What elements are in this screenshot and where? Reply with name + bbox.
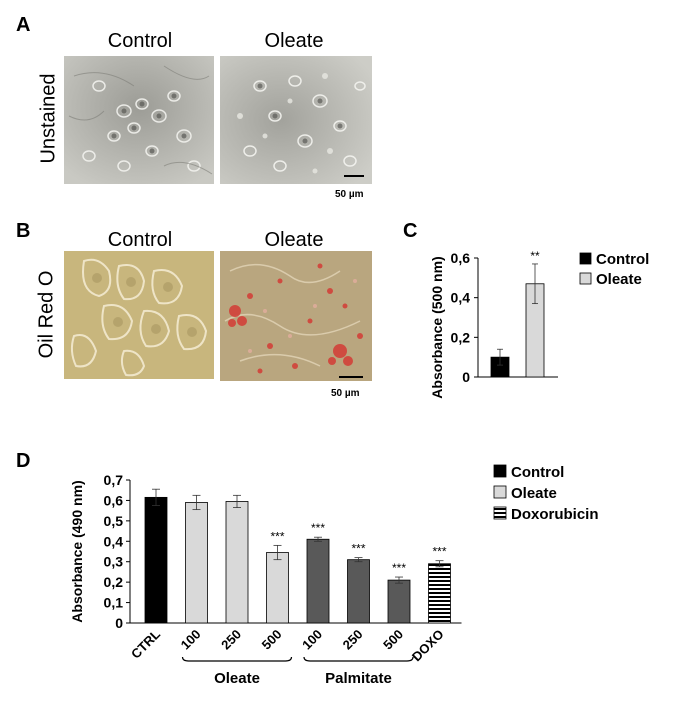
chart-d-legend-swatch — [493, 485, 507, 499]
chart-d-legend-label: Control — [511, 464, 564, 481]
chart-d-x-tick-label: 500 — [259, 627, 285, 653]
chart-d-y-tick-label: 0,5 — [104, 513, 124, 529]
chart-d-group-bracket — [181, 656, 293, 662]
chart-c-y-tick-label: 0 — [462, 369, 470, 385]
chart-d-significance: *** — [351, 542, 365, 556]
panel-b-scale-label: 50 µm — [331, 388, 360, 399]
chart-d-significance: *** — [270, 529, 284, 543]
chart-c-y-axis-label: Absorbance (500 nm) — [429, 256, 445, 398]
panel-a-scale-bar — [344, 175, 364, 177]
chart-c-significance: ** — [530, 249, 540, 263]
chart-d-bar — [266, 552, 289, 624]
chart-d-significance: *** — [432, 545, 446, 559]
chart-d-group-bracket — [303, 656, 414, 662]
chart-d-bar — [306, 538, 330, 624]
chart-c-legend-swatch — [579, 252, 592, 265]
chart-d-x-tick-label: 250 — [340, 627, 366, 653]
panel-b-micrograph-oleate — [220, 251, 372, 381]
chart-d-y-tick-label: 0 — [115, 615, 123, 631]
chart-d-x-tick-label: 250 — [218, 627, 244, 653]
chart-c-y-tick-label: 0,6 — [451, 250, 471, 266]
chart-d-y-tick-label: 0,6 — [104, 492, 124, 508]
chart-d-bar — [428, 563, 451, 624]
chart-c-legend-label: Control — [596, 251, 649, 268]
chart-d-group-label: Oleate — [214, 670, 260, 687]
panel-b-letter: B — [16, 220, 31, 242]
panel-a-micrograph-oleate — [220, 56, 372, 184]
chart-c-y-tick-label: 0,4 — [451, 290, 471, 306]
panel-b-scale-bar — [339, 376, 363, 378]
panel-b-micrograph-control — [64, 251, 214, 379]
panel-b-side-label: Oil Red O — [35, 270, 58, 359]
chart-d-x-tick-label: CTRL — [128, 626, 163, 661]
chart-d-legend-swatch — [493, 506, 507, 520]
chart-d-x-tick-label: 100 — [178, 627, 204, 653]
panel-a-micrograph-oleate-image — [220, 56, 372, 184]
chart-d-legend-label: Doxorubicin — [511, 506, 599, 523]
chart-d-bar — [387, 579, 411, 624]
chart-c-legend-label: Oleate — [596, 271, 642, 288]
chart-c-legend-swatch — [579, 272, 592, 285]
chart-d-x-tick-label: DOXO — [409, 627, 447, 665]
chart-d: 0 0,1 0,2 0,3 0,4 0,5 0,6 0,7 Absorbance (490 nm… — [69, 464, 599, 687]
panel-a-micrograph-control-image — [64, 56, 214, 184]
chart-d-significance: *** — [311, 521, 325, 535]
panel-a-micrograph-control — [64, 56, 214, 184]
chart-d-y-tick-label: 0,2 — [104, 574, 124, 590]
chart-d-group-label: Palmitate — [325, 670, 392, 687]
panel-b-micrograph-control-image — [64, 251, 214, 379]
panel-b-caption-oleate: Oleate — [264, 229, 324, 251]
chart-d-legend-swatch — [493, 464, 507, 478]
chart-c-y-tick-label: 0,2 — [451, 329, 471, 345]
chart-d-x-tick-label: 100 — [299, 627, 325, 653]
chart-d-y-tick-label: 0,4 — [104, 533, 124, 549]
panel-a-caption-oleate: Oleate — [264, 30, 324, 52]
panel-b-micrograph-oleate-image — [220, 251, 372, 381]
chart-d-legend-label: Oleate — [511, 485, 557, 502]
panel-c-letter: C — [403, 220, 418, 242]
chart-d-bar — [185, 502, 208, 624]
chart-d-bar — [144, 496, 168, 624]
panel-b-caption-control: Control — [107, 229, 173, 251]
chart-d-bar — [347, 559, 370, 624]
panel-a-side-label: Unstained — [37, 73, 60, 164]
chart-c: 0 0,2 0,4 0,6 Absorbance (500 nm) ** Control Ol… — [429, 249, 649, 399]
chart-d-x-tick-label: 500 — [380, 627, 406, 653]
chart-d-y-tick-label: 0,1 — [104, 595, 124, 611]
panel-d-letter: D — [16, 450, 31, 472]
panel-a-scale-label: 50 µm — [335, 189, 364, 200]
chart-d-y-tick-label: 0,7 — [104, 472, 124, 488]
chart-d-bar — [225, 501, 249, 624]
panel-a-letter: A — [16, 14, 31, 36]
chart-d-y-axis-label: Absorbance (490 nm) — [69, 480, 85, 622]
panel-a-caption-control: Control — [107, 30, 173, 52]
chart-d-significance: *** — [392, 561, 406, 575]
chart-d-y-tick-label: 0,3 — [104, 554, 124, 570]
